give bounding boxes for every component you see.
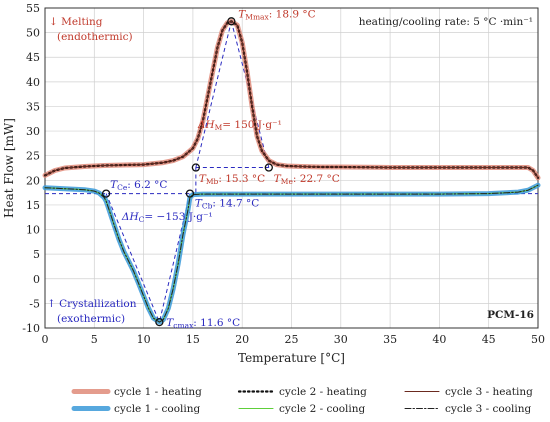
guide-line (105, 193, 160, 323)
y-tick-label: 10 (26, 224, 40, 237)
y-tick-label: 15 (26, 199, 40, 212)
plot-frame (44, 7, 539, 329)
characteristic-point-marker (101, 189, 111, 198)
y-tick-label: 30 (26, 125, 40, 138)
y-tick-label: 50 (26, 27, 40, 40)
x-tick-label: 15 (186, 333, 200, 346)
y-tick-label: -5 (29, 297, 40, 310)
characteristic-point-marker (227, 17, 236, 26)
y-tick-label: -10 (22, 322, 40, 335)
endothermic-label: (endothermic) (57, 31, 133, 43)
y-tick-label: 20 (26, 174, 40, 187)
legend-label-4: cycle 1 - cooling (114, 403, 201, 415)
x-tick-label: 25 (285, 333, 299, 346)
guide-line (195, 21, 232, 168)
y-tick-label: 40 (26, 76, 40, 89)
t-ce-label: TCe: 6.2 °C (110, 179, 167, 192)
legend-label-6: cycle 3 - cooling (445, 403, 532, 415)
y-tick-label: 35 (26, 100, 40, 113)
y-tick-label: 45 (26, 51, 40, 64)
characteristic-point-marker (264, 163, 273, 172)
y-tick-label: 5 (33, 248, 40, 261)
y-axis-label: Heat Flow [mW] (2, 118, 16, 218)
x-tick-label: 30 (334, 333, 348, 346)
t-cmax-label: Tcmax: 11.6 °C (166, 317, 240, 330)
y-tick-label: 25 (26, 150, 40, 163)
legend-label-5: cycle 2 - cooling (279, 403, 366, 415)
legend-label-3: cycle 3 - heating (445, 386, 533, 398)
exothermic-label: (exothermic) (57, 313, 125, 325)
x-tick-label: 5 (91, 333, 98, 346)
legend-label-1: cycle 1 - heating (114, 386, 202, 398)
y-tick-label: 0 (33, 273, 40, 286)
t-me-label: TMe: 22.7 °C (274, 173, 340, 186)
sample-name-label: PCM-16 (487, 309, 534, 321)
x-tick-label: 0 (42, 333, 49, 346)
x-tick-label: 20 (235, 333, 249, 346)
x-tick-label: 40 (432, 333, 446, 346)
series-line-3 (44, 20, 539, 179)
x-axis-label: Temperature [°C] (238, 351, 345, 365)
x-tick-label: 35 (383, 333, 397, 346)
x-tick-label: 10 (137, 333, 151, 346)
x-tick-label: 45 (482, 333, 496, 346)
t-mmax-label: TMmax: 18.9 °C (238, 8, 315, 21)
t-mb-label: TMb: 15.3 °C (199, 173, 265, 186)
y-tick-label: 55 (26, 2, 40, 15)
dh-c-label: ΔHC= −153 J·g⁻¹ (121, 211, 213, 224)
t-cb-label: TCb: 14.7 °C (195, 197, 259, 210)
characteristic-point-marker (185, 189, 195, 198)
crystallization-label: ↑ Crystallization (47, 298, 137, 310)
dh-m-label: ΔHM= 150 J·g⁻¹ (197, 119, 282, 132)
heating-rate-label: heating/cooling rate: 5 °C ·min⁻¹ (359, 16, 533, 28)
characteristic-point-marker (191, 163, 201, 172)
characteristic-point-marker (155, 317, 164, 327)
legend-label-2: cycle 2 - heating (279, 386, 367, 398)
melting-label: ↓ Melting (49, 16, 103, 28)
x-tick-label: 50 (531, 333, 545, 346)
